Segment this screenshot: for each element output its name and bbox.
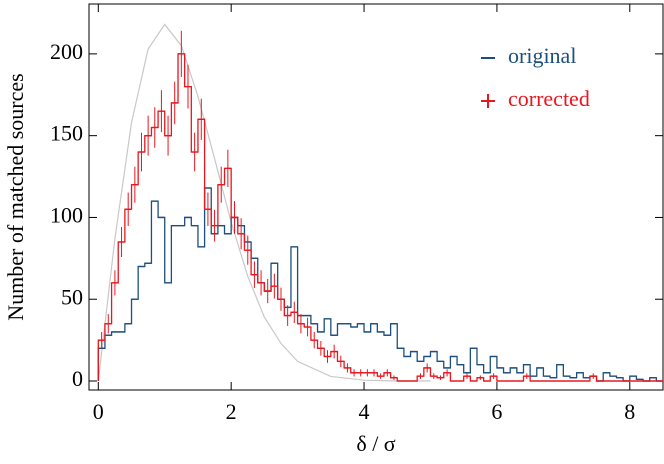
y-tick-label: 0 [72, 366, 83, 391]
plot-frame [88, 3, 664, 391]
y-tick-label: 50 [61, 284, 83, 309]
x-tick-label: 6 [491, 399, 502, 424]
legend-label: original [508, 43, 576, 68]
x-axis-label: δ / σ [356, 431, 395, 456]
x-tick-label: 0 [93, 399, 104, 424]
model-curve [97, 23, 431, 382]
x-tick-label: 8 [624, 399, 635, 424]
y-tick-label: 100 [50, 202, 83, 227]
step-outline [97, 187, 663, 382]
y-tick-label: 150 [50, 121, 83, 146]
x-tick-label: 2 [226, 399, 237, 424]
legend-label: corrected [508, 86, 590, 111]
x-tick-label: 4 [359, 399, 370, 424]
y-axis-label: Number of matched sources [3, 73, 28, 320]
y-tick-label: 200 [50, 39, 83, 64]
